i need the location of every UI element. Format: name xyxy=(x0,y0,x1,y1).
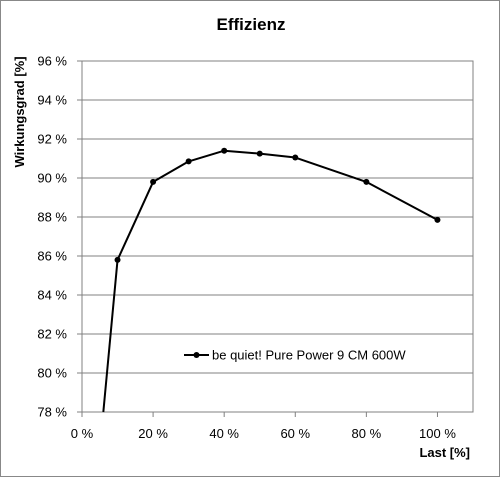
y-tick-label: 96 % xyxy=(37,54,67,69)
data-point xyxy=(114,256,121,263)
y-tick-label: 82 % xyxy=(37,327,67,342)
data-point xyxy=(185,158,192,165)
x-tick-label: 0 % xyxy=(71,426,94,441)
legend-marker xyxy=(193,352,200,358)
data-point xyxy=(221,147,228,154)
y-tick-label: 92 % xyxy=(37,132,67,147)
x-tick-label: 100 % xyxy=(419,426,456,441)
x-tick-label: 20 % xyxy=(138,426,168,441)
data-point xyxy=(434,216,441,223)
y-tick-label: 86 % xyxy=(37,249,67,264)
x-tick-label: 80 % xyxy=(352,426,382,441)
x-axis-ticks: 0 % 20 % 40 % 60 % 80 % 100 % xyxy=(71,412,456,441)
data-point xyxy=(363,178,370,185)
plot-area xyxy=(81,60,474,413)
x-tick-label: 60 % xyxy=(280,426,310,441)
y-axis-title: Wirkungsgrad [%] xyxy=(12,56,27,167)
y-tick-label: 80 % xyxy=(37,366,67,381)
y-tick-label: 90 % xyxy=(37,171,67,186)
x-axis-title: Last [%] xyxy=(419,445,470,460)
series-layer xyxy=(102,147,441,413)
data-point xyxy=(292,154,299,161)
data-point xyxy=(256,150,263,157)
y-axis-ticks: 78 % 80 % 82 % 84 % 86 % 88 % 90 % 92 % 94 % 96 % xyxy=(37,54,82,420)
legend-label: be quiet! Pure Power 9 CM 600W xyxy=(212,348,406,363)
data-point xyxy=(150,178,157,185)
y-tick-label: 84 % xyxy=(37,288,67,303)
y-tick-label: 94 % xyxy=(37,93,67,108)
x-tick-label: 40 % xyxy=(209,426,239,441)
y-tick-label: 88 % xyxy=(37,210,67,225)
legend: be quiet! Pure Power 9 CM 600W xyxy=(184,348,406,363)
y-tick-label: 78 % xyxy=(37,405,67,420)
chart-title: Effizienz xyxy=(217,15,286,34)
